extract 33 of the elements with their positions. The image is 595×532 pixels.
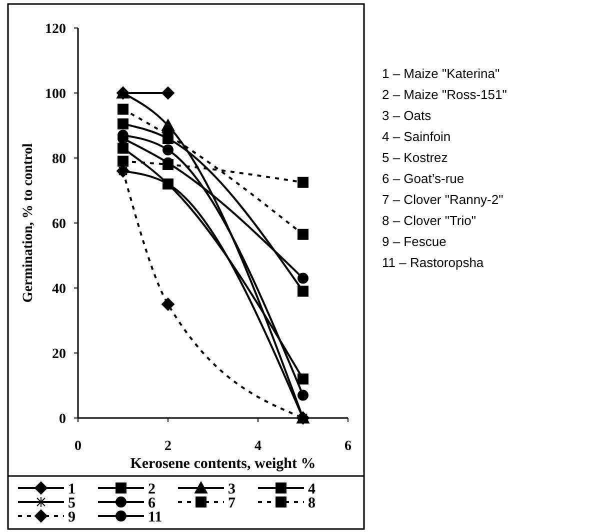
x-tick-label: 4 [254,439,262,454]
legend-label: 1 [68,481,76,498]
text: 3 – Oats [382,108,432,123]
y-axis-title: Germination, % to control [21,143,36,303]
text: 11 – Rastoropsha [382,255,484,270]
text: 4 – Sainfoin [382,129,451,144]
text: 5 – Kostrez [382,150,448,165]
text: 9 – Fescue [382,234,446,249]
legend-label: 8 [308,495,316,512]
text: 1 – Maize "Katerina" [382,66,500,81]
text: 2 – Maize "Ross-151" [382,87,508,102]
y-tick-label: 0 [59,412,66,427]
legend-label: 5 [68,495,76,512]
legend-label: 9 [68,509,76,526]
legend-label: 7 [228,495,236,512]
legend-label: 11 [148,509,162,526]
y-tick-label: 60 [52,216,66,232]
y-tick-label: 20 [52,346,66,362]
x-tick-label: 2 [164,439,172,454]
y-tick-label: 80 [52,152,66,167]
legend-label: 6 [148,495,156,512]
legend-label: 2 [148,481,156,498]
text: 8 – Clover "Trio" [382,213,476,228]
y-tick-label: 100 [45,86,66,102]
legend-label: 4 [308,481,316,498]
legend-label: 3 [228,481,236,498]
x-axis-title: Kerosene contents, weight % [130,456,316,472]
x-tick-label: 6 [344,439,352,454]
text: 7 – Clover "Ranny-2" [382,192,504,207]
x-tick-label: 0 [74,439,82,454]
y-tick-label: 120 [45,22,66,37]
y-tick-label: 40 [52,282,66,297]
text: 6 – Goat’s-rue [382,171,464,186]
